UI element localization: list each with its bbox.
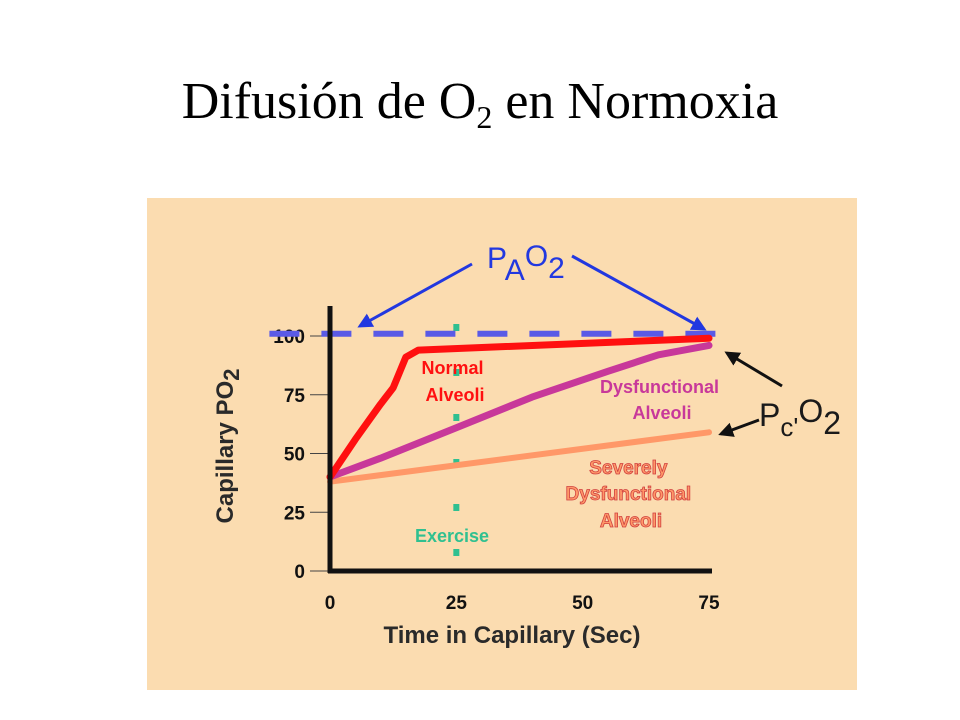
page-title: Difusión de O2 en Normoxia bbox=[0, 72, 960, 136]
x-tick-label: 50 bbox=[572, 593, 593, 614]
series-label-severe: Severely Dysfunctional Alveoli bbox=[565, 458, 697, 533]
y-tick-label: 75 bbox=[284, 386, 306, 407]
exercise-label: Exercise bbox=[415, 526, 489, 546]
pao2-label: PAO2 bbox=[487, 240, 565, 287]
pao2-arrow-right bbox=[571, 254, 707, 331]
severely-dysfunctional-alveoli-line bbox=[327, 429, 712, 485]
y-tick-label: 50 bbox=[284, 445, 305, 466]
svg-text:Severely Dysfunctional: Severely Dysfunctional Alveoli bbox=[566, 458, 697, 532]
title-text: Difusión de O bbox=[181, 73, 477, 130]
pco2-arrow-lower bbox=[718, 418, 760, 437]
x-tick-label: 25 bbox=[446, 593, 468, 614]
dysfunctional-alveoli-line bbox=[326, 341, 713, 481]
pco2-label: Pc'O2 bbox=[759, 393, 841, 442]
y-axis-label: Capillary PO2 bbox=[212, 369, 244, 524]
title-subscript: 2 bbox=[476, 99, 493, 135]
pco2-arrow-upper bbox=[724, 351, 783, 388]
y-axis-label-subscript: 2 bbox=[219, 369, 244, 381]
x-tick-label: 0 bbox=[325, 593, 336, 614]
x-axis-label: Time in Capillary (Sec) bbox=[384, 622, 641, 649]
y-tick-label: 100 bbox=[273, 327, 305, 348]
chart-panel bbox=[147, 198, 857, 690]
x-tick-label: 75 bbox=[698, 593, 720, 614]
y-tick-label: 25 bbox=[284, 503, 306, 524]
series-label-normal: Normal Alveoli bbox=[421, 358, 488, 405]
capillary-po2-chart: Capillary PO2 Time in Capillary (Sec) 0 2… bbox=[212, 240, 841, 649]
y-tick-label: 0 bbox=[294, 562, 305, 583]
normal-alveoli-line bbox=[326, 334, 713, 481]
title-rest: en Normoxia bbox=[492, 73, 779, 130]
series-label-dysfunctional: Dysfunctional Alveoli bbox=[600, 377, 724, 423]
pao2-arrow-left bbox=[357, 262, 473, 328]
